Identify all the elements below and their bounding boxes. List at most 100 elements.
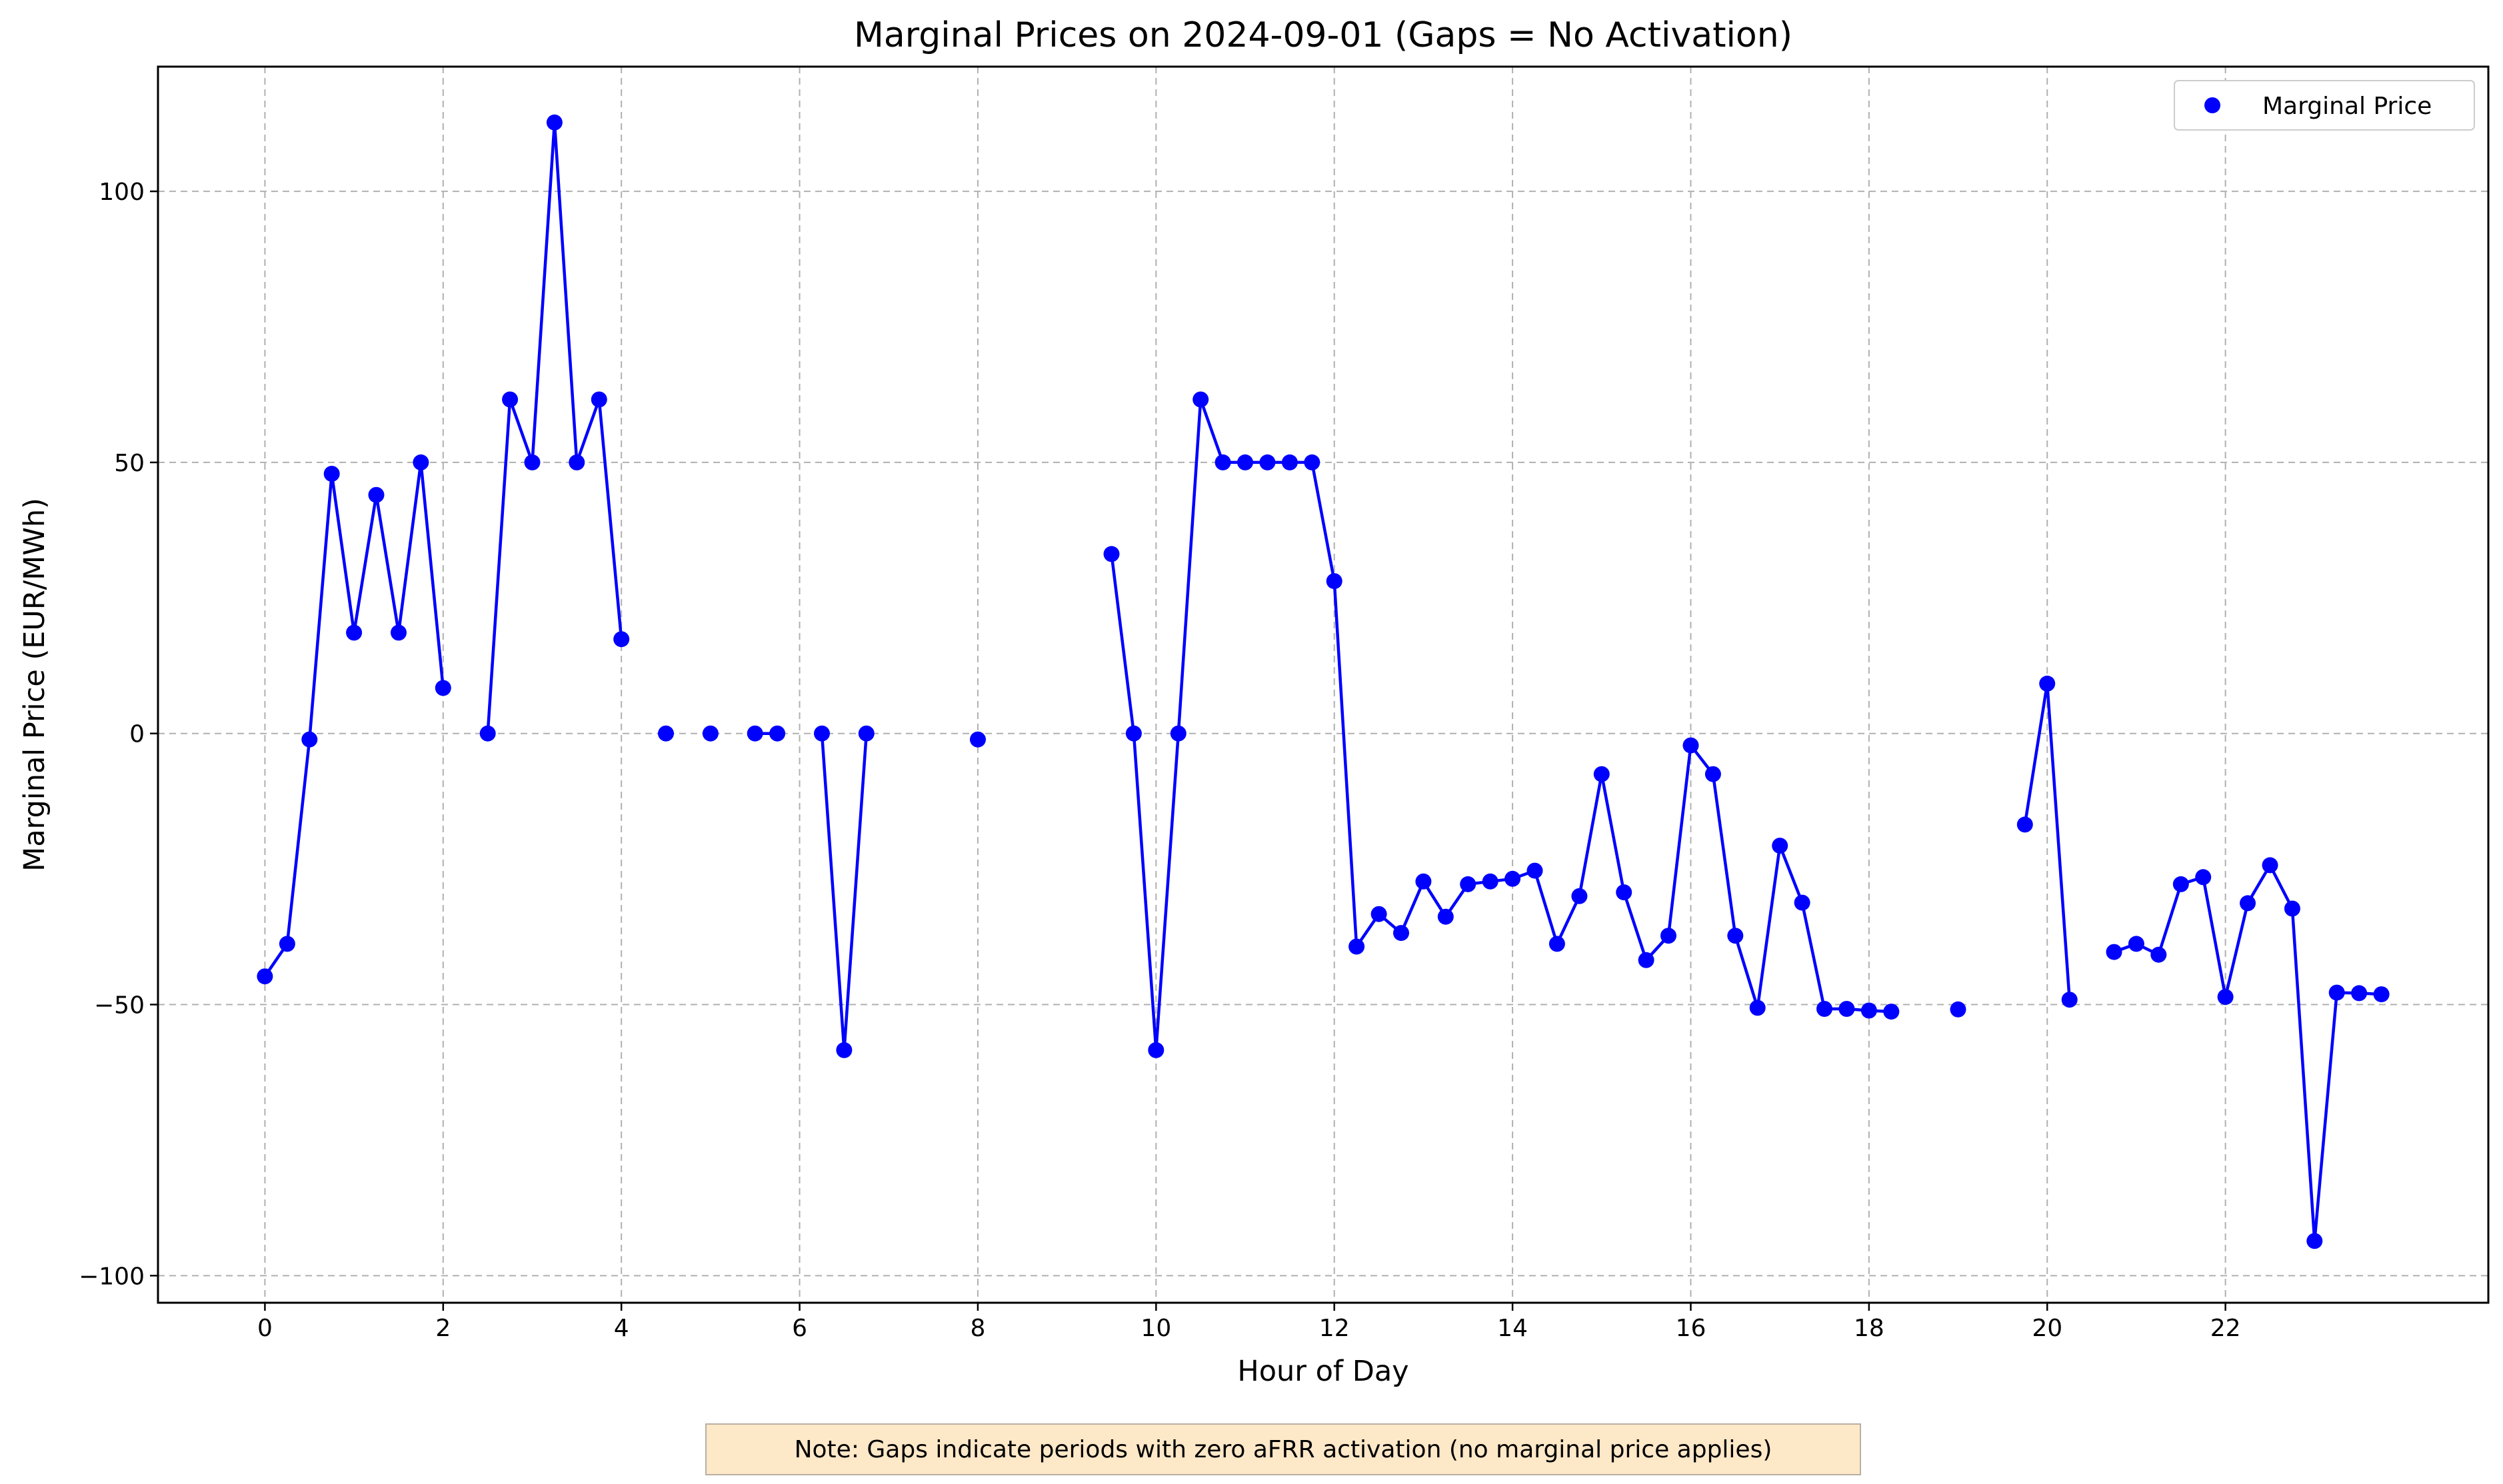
data-point	[435, 680, 451, 696]
data-point	[613, 631, 630, 648]
y-axis-label: Marginal Price (EUR/MWh)	[18, 498, 51, 872]
chart-title: Marginal Prices on 2024-09-01 (Gaps = No…	[854, 15, 1792, 55]
data-point	[1571, 888, 1588, 904]
data-point	[1281, 454, 1298, 470]
data-point	[702, 725, 719, 742]
data-point	[1950, 1001, 1966, 1018]
data-point	[279, 936, 295, 952]
data-point	[769, 725, 786, 742]
data-point	[2039, 675, 2056, 692]
data-point	[524, 454, 541, 470]
series-points	[257, 114, 2390, 1249]
data-point	[391, 624, 407, 641]
data-point	[1326, 573, 1342, 590]
data-point	[2016, 816, 2033, 833]
data-point	[2351, 985, 2368, 1002]
data-point	[1593, 766, 1610, 782]
y-axis-ticks: −100 −50 0 50 100	[79, 179, 158, 1290]
x-tick-label: 14	[1497, 1315, 1528, 1342]
data-point	[1638, 952, 1654, 968]
y-tick-label: 50	[114, 450, 145, 477]
data-point	[1348, 938, 1365, 955]
data-point	[569, 454, 585, 470]
x-tick-label: 12	[1319, 1315, 1350, 1342]
y-tick-label: −50	[94, 992, 145, 1020]
x-axis-ticks: 0 2 4 6 8 10 12 14 16 18 20 22	[257, 1303, 2241, 1342]
data-point	[1125, 725, 1142, 742]
data-point	[546, 114, 563, 131]
data-point	[814, 725, 830, 742]
data-point	[1526, 862, 1543, 879]
data-point	[1838, 1001, 1855, 1017]
data-point	[2217, 989, 2234, 1006]
x-tick-label: 0	[257, 1315, 273, 1342]
data-point	[836, 1042, 853, 1058]
data-point	[301, 731, 318, 748]
x-tick-label: 6	[792, 1315, 807, 1342]
x-tick-label: 16	[1676, 1315, 1706, 1342]
data-point	[413, 454, 429, 470]
x-tick-label: 2	[435, 1315, 451, 1342]
data-point	[747, 725, 763, 742]
data-point	[346, 624, 363, 641]
data-point	[1482, 873, 1498, 890]
y-tick-label: 100	[99, 179, 145, 206]
legend-frame	[2174, 80, 2475, 131]
data-point	[502, 391, 519, 408]
data-point	[2373, 986, 2390, 1003]
data-point	[2150, 946, 2167, 963]
data-point	[2328, 984, 2345, 1001]
data-point	[1704, 766, 1721, 782]
data-point	[858, 725, 875, 742]
data-point	[1215, 454, 1231, 470]
data-point	[1170, 725, 1187, 742]
data-point	[1727, 928, 1744, 944]
data-point	[2061, 992, 2078, 1008]
data-point	[1616, 884, 1632, 901]
y-tick-label: 0	[129, 721, 145, 748]
data-point	[1415, 873, 1432, 890]
legend-label: Marginal Price	[2262, 93, 2432, 120]
y-tick-label: −100	[79, 1263, 145, 1290]
data-point	[2128, 936, 2144, 952]
data-point	[1370, 906, 1387, 922]
data-point	[1393, 925, 1409, 942]
data-point	[1437, 908, 1454, 925]
data-point	[2240, 895, 2256, 912]
data-point	[658, 725, 674, 742]
note-text: Note: Gaps indicate periods with zero aF…	[794, 1435, 1772, 1463]
data-point	[591, 391, 607, 408]
x-tick-label: 8	[970, 1315, 985, 1342]
plot-area-frame	[157, 65, 2490, 1304]
x-tick-label: 20	[2032, 1315, 2062, 1342]
note-box: Note: Gaps indicate periods with zero aF…	[705, 1423, 1861, 1475]
data-point	[1259, 454, 1276, 470]
data-point	[2306, 1233, 2323, 1249]
data-point	[1860, 1002, 1877, 1019]
data-point	[1749, 1000, 1766, 1016]
data-point	[2172, 876, 2189, 892]
data-point	[1237, 454, 1253, 470]
data-point	[1504, 870, 1521, 887]
data-point	[970, 731, 986, 748]
data-point	[323, 466, 340, 482]
data-point	[257, 968, 273, 985]
data-point	[368, 486, 385, 503]
data-point	[479, 725, 496, 742]
data-point	[1193, 391, 1209, 408]
data-point	[1883, 1004, 1900, 1020]
data-point	[1816, 1001, 1832, 1017]
x-tick-label: 22	[2210, 1315, 2241, 1342]
data-point	[1660, 928, 1676, 944]
data-point	[1460, 876, 1476, 892]
data-point	[1304, 454, 1320, 470]
legend: Marginal Price	[2174, 80, 2475, 131]
data-point	[1103, 546, 1120, 562]
legend-marker	[2204, 97, 2220, 113]
data-point	[1794, 894, 1810, 911]
x-axis-label: Hour of Day	[1237, 1355, 1408, 1388]
data-point	[2262, 857, 2278, 874]
data-point	[1772, 838, 1788, 854]
